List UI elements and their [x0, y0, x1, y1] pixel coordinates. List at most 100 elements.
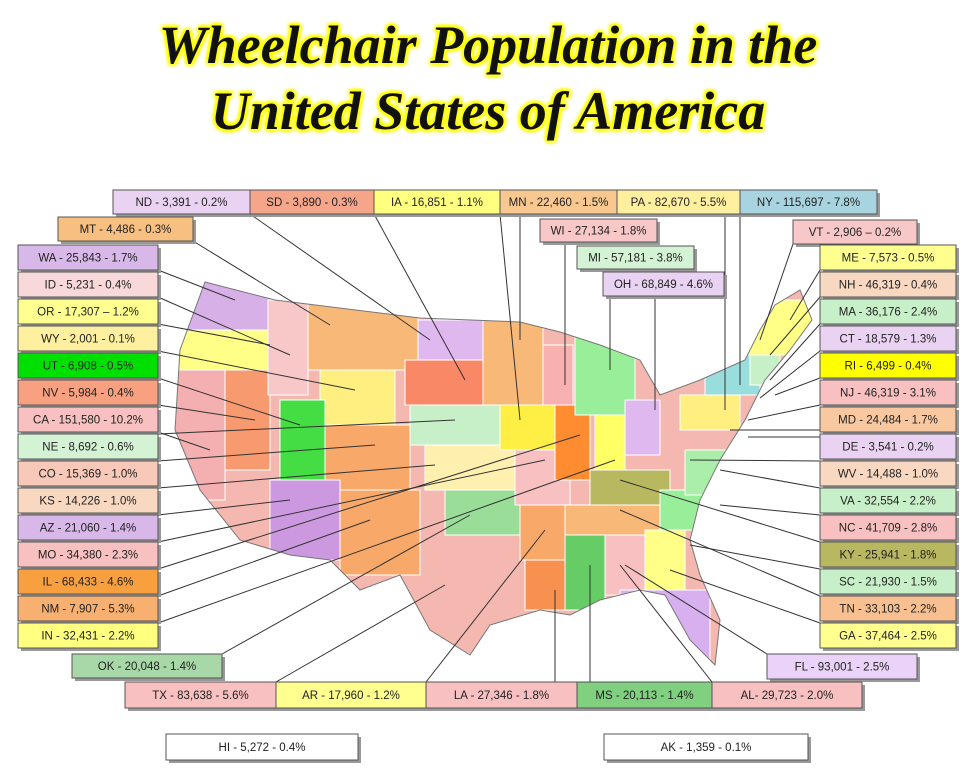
- state-label: VT - 2,906 – 0.2%: [809, 227, 901, 239]
- state-label: PA - 82,670 - 5.5%: [631, 197, 727, 209]
- label-box: [616, 189, 741, 215]
- leader-line: [157, 404, 256, 421]
- label-box: [17, 298, 159, 325]
- state-label: WY - 2,001 - 0.1%: [41, 334, 135, 346]
- state-label: NC - 41,709 - 2.8%: [839, 523, 937, 535]
- label-box: [165, 733, 359, 761]
- state-label: NH - 46,319 - 0.4%: [839, 280, 937, 292]
- leader-line: [747, 404, 821, 421]
- leader-line: [719, 469, 821, 489]
- title-line: Wheelchair Population in the: [158, 15, 818, 75]
- leader-line: [157, 323, 271, 346]
- leader-line: [499, 213, 521, 421]
- state-label: WV - 14,488 - 1.0%: [838, 469, 938, 481]
- label-box: [819, 379, 957, 406]
- state-label: WA - 25,843 - 1.7%: [38, 253, 137, 265]
- leader-line: [157, 350, 356, 391]
- state-region: [424, 444, 516, 491]
- state-label: CA - 151,580 - 10.2%: [33, 415, 143, 427]
- state-label: TN - 33,103 - 2.2%: [839, 604, 936, 616]
- label-box: [603, 733, 809, 761]
- state-label: AZ - 21,060 - 1.4%: [40, 523, 137, 535]
- leader-line: [157, 499, 291, 516]
- label-box: [792, 219, 918, 245]
- state-region: [409, 404, 506, 446]
- leader-line: [689, 459, 821, 462]
- state-label: KS - 14,226 - 1.0%: [39, 496, 136, 508]
- leader-line: [157, 444, 376, 462]
- leader-line: [669, 569, 821, 624]
- state-region: [404, 359, 486, 406]
- state-label: RI - 6,499 - 0.4%: [845, 361, 932, 373]
- state-label: OR - 17,307 – 1.2%: [37, 307, 139, 319]
- label-box: [819, 487, 957, 514]
- state-label: AK - 1,359 - 0.1%: [661, 742, 752, 754]
- leader-line: [619, 564, 713, 683]
- state-region: [339, 489, 421, 576]
- leader-line: [719, 504, 821, 516]
- state-region: [684, 449, 726, 496]
- label-box: [17, 379, 159, 406]
- state-label: MN - 22,460 - 1.5%: [509, 197, 609, 209]
- leader-line: [157, 459, 616, 624]
- label-box: [576, 245, 695, 270]
- label-box: [17, 244, 159, 271]
- leader-line: [157, 269, 236, 301]
- leader-line: [769, 296, 821, 356]
- state-label: SD - 3,890 - 0.3%: [266, 197, 357, 209]
- state-label: NE - 8,692 - 0.6%: [42, 442, 133, 454]
- state-label: IN - 32,431 - 2.2%: [41, 631, 134, 643]
- state-label: ID - 5,231 - 0.4%: [45, 280, 132, 292]
- label-box: [819, 406, 957, 433]
- leader-line: [249, 213, 431, 341]
- leader-line: [619, 479, 821, 543]
- state-label: NM - 7,907 - 5.3%: [41, 604, 134, 616]
- state-region: [564, 534, 606, 611]
- state-region: [524, 559, 566, 611]
- leader-line: [624, 564, 768, 655]
- state-label: UT - 6,908 - 0.5%: [43, 361, 134, 373]
- label-box: [819, 271, 957, 298]
- state-label: OK - 20,048 - 1.4%: [98, 661, 196, 673]
- label-box: [819, 622, 957, 649]
- leader-line: [157, 519, 371, 597]
- leader-line: [619, 509, 821, 597]
- leader-line: [157, 419, 456, 435]
- state-label: IA - 16,851 - 1.1%: [391, 197, 483, 209]
- state-label: MS - 20,113 - 1.4%: [595, 690, 693, 702]
- state-label: MT - 4,486 - 0.3%: [80, 224, 172, 236]
- label-box: [17, 568, 159, 595]
- state-label: TX - 83,638 - 5.6%: [152, 690, 249, 702]
- state-label: OH - 68,849 - 4.6%: [614, 279, 713, 291]
- state-label: WI - 27,134 - 1.8%: [551, 226, 647, 238]
- state-label: SC - 21,930 - 1.5%: [839, 577, 937, 589]
- state-label: KY - 25,941 - 1.8%: [840, 550, 937, 562]
- label-box: [739, 189, 878, 215]
- state-region: [175, 369, 226, 501]
- state-label: MA - 36,176 - 2.4%: [839, 307, 937, 319]
- state-region: [482, 319, 544, 406]
- state-label: CO - 15,369 - 1.0%: [38, 469, 137, 481]
- state-region: [444, 489, 521, 536]
- state-region: [744, 299, 812, 356]
- state-label: ND - 3,391 - 0.2%: [135, 197, 227, 209]
- label-box: [57, 216, 194, 242]
- label-box: [17, 406, 159, 433]
- state-label: NJ - 46,319 - 3.1%: [840, 388, 936, 400]
- leader-line: [425, 529, 546, 683]
- label-box: [766, 653, 918, 680]
- leader-line: [157, 434, 581, 570]
- state-region: [679, 394, 741, 431]
- label-box: [17, 514, 159, 541]
- label-box: [819, 595, 957, 622]
- label-box: [124, 681, 277, 709]
- state-label: AR - 17,960 - 1.2%: [302, 690, 400, 702]
- state-label: VA - 32,554 - 2.2%: [840, 496, 936, 508]
- state-region: [224, 369, 271, 471]
- state-label: NY - 115,697 - 7.8%: [757, 197, 860, 209]
- label-box: [112, 189, 251, 215]
- label-box: [373, 189, 501, 215]
- state-region: [269, 479, 341, 561]
- label-box: [17, 352, 159, 379]
- leader-line: [157, 464, 436, 489]
